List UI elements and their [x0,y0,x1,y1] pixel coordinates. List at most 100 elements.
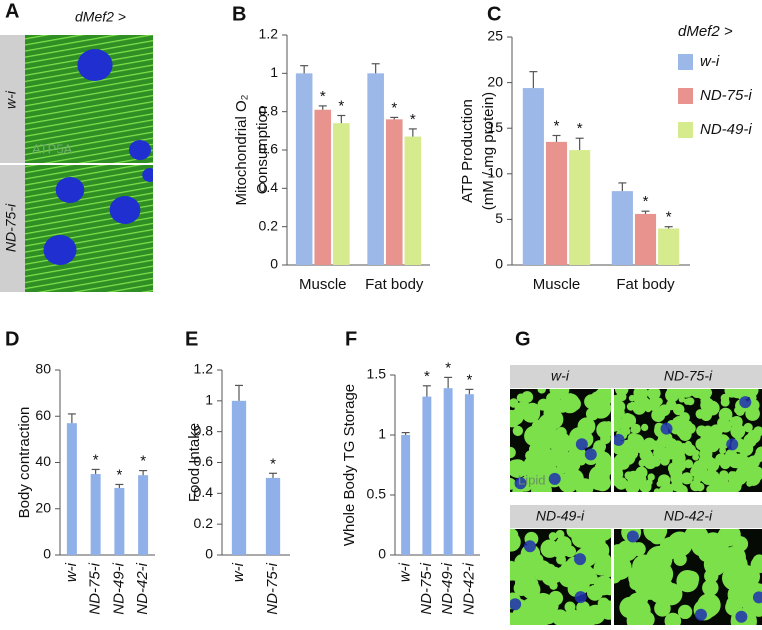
droplet [658,404,671,417]
nucleus [739,396,752,409]
droplet [521,404,541,423]
bar [314,109,332,265]
nucleus [142,168,153,182]
droplet [641,484,649,491]
y-tick-label: 0.8 [194,422,214,438]
droplet [728,454,742,469]
droplet [701,456,714,469]
droplet [695,438,708,451]
droplet [537,563,548,574]
bar [522,88,544,266]
y-axis-label: Food Intake [186,423,203,502]
droplet [623,439,634,450]
header-bar [510,505,762,528]
bar [422,396,432,555]
droplet [746,480,753,487]
droplet [690,466,701,477]
significance-mark: * [466,371,472,388]
bar [658,228,680,265]
significance-mark: * [391,99,397,116]
droplet [555,529,565,539]
x-tick-label: Muscle [299,276,347,293]
droplet [702,389,713,398]
bar [231,400,247,555]
droplet [695,409,706,419]
droplet [743,598,758,613]
panel-letter: F [345,328,357,350]
nucleus [660,422,673,435]
legend-label: ND-75-i [700,87,752,104]
y-tick-label: 0 [378,546,386,562]
panel-letter: G [515,328,531,350]
bar [545,141,568,265]
droplet [702,579,719,597]
image-label: ND-75-i [3,203,19,252]
nucleus [694,608,707,621]
nucleus [510,598,522,611]
droplet [603,421,611,431]
droplet [720,393,730,403]
error-bar [422,385,431,397]
x-tick-label: Fat body [616,276,675,293]
y-tick-label: 20 [487,73,503,89]
droplet [614,417,622,432]
nucleus [43,235,77,265]
error-bar [618,182,627,192]
significance-mark: * [93,451,99,468]
stain-label: Lipid [518,472,545,487]
error-bar [318,105,327,110]
x-tick-label: ND-42-i [134,562,151,614]
droplet [684,459,694,469]
nucleus [726,438,739,451]
droplet [680,472,693,485]
error-bar [390,116,399,120]
y-tick-label: 25 [487,28,503,44]
x-tick-label: ND-75-i [87,562,104,614]
droplet [644,450,654,460]
bar [404,136,422,265]
y-tick-label: 1 [205,392,213,408]
panel-letter: B [232,3,246,25]
droplet [619,596,642,619]
droplet [696,482,703,490]
droplet [614,459,619,470]
droplet [521,391,534,403]
y-tick-label: 1.2 [259,26,279,42]
droplet [564,545,577,558]
error-bar [235,384,243,401]
panel-letter: D [5,328,19,350]
y-tick-label: 80 [35,361,51,377]
droplet [521,564,538,580]
droplet [717,416,730,430]
significance-mark: * [577,120,583,137]
error-bar [444,376,453,389]
tile [510,529,611,625]
droplet [532,592,554,614]
nucleus [575,438,588,451]
legend-label: w-i [700,53,720,70]
droplet [581,536,603,558]
error-bar [552,134,561,142]
droplet [649,399,660,410]
droplet [743,422,753,433]
nucleus [514,477,527,490]
error-bar [371,63,380,74]
droplet [675,407,682,415]
droplet [701,532,725,555]
bar [333,123,350,266]
y-tick-label: 0 [43,546,51,562]
error-bar [529,71,538,89]
droplet [519,555,528,565]
error-bar [269,472,277,478]
droplet [626,402,635,411]
droplet [575,478,594,492]
droplet [657,474,671,487]
droplet [641,423,649,432]
significance-mark: * [666,209,672,226]
tile [510,389,611,492]
droplet [711,433,718,440]
droplet [551,609,569,625]
error-bar [408,128,417,137]
y-tick-label: 0 [270,256,278,272]
